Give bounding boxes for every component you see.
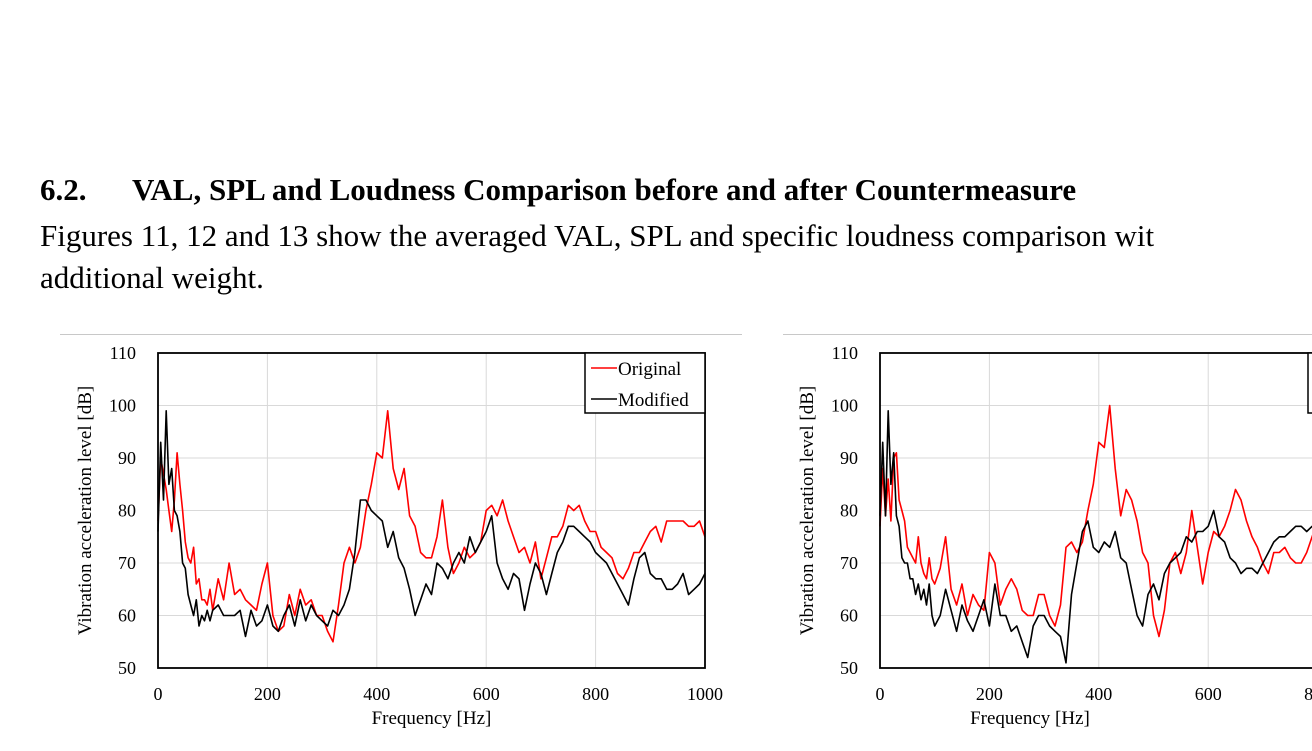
x-tick-label: 1000 — [687, 684, 723, 704]
section-number: 6.2. — [40, 172, 87, 207]
y-tick-label: 50 — [118, 658, 136, 678]
paragraph-line: additional weight. — [40, 260, 264, 295]
y-tick-label: 110 — [110, 343, 136, 363]
legend-label-original: Original — [618, 359, 681, 380]
x-tick-label: 800 — [1304, 684, 1312, 704]
y-tick-label: 80 — [118, 501, 136, 521]
legend-label-modified: Modified — [618, 390, 689, 411]
x-tick-label: 600 — [1195, 684, 1222, 704]
y-tick-label: 100 — [831, 396, 858, 416]
x-tick-label: 200 — [254, 684, 281, 704]
x-tick-label: 0 — [154, 684, 163, 704]
figure-separator — [783, 334, 1312, 335]
x-tick-label: 800 — [582, 684, 609, 704]
body-paragraph: Figures 11, 12 and 13 show the averaged … — [40, 215, 1154, 299]
x-tick-label: 400 — [363, 684, 390, 704]
x-axis-label: Frequency [Hz] — [970, 708, 1090, 729]
section-title: VAL, SPL and Loudness Comparison before … — [132, 172, 1077, 207]
series-line-original — [879, 404, 1312, 638]
paragraph-line: Figures 11, 12 and 13 show the averaged … — [40, 218, 1155, 253]
y-axis-label: Vibration acceleration level [dB] — [75, 386, 96, 635]
y-tick-label: 80 — [840, 501, 858, 521]
y-tick-label: 90 — [118, 448, 136, 468]
plot-area-frame — [879, 352, 1312, 669]
y-tick-label: 60 — [840, 606, 858, 626]
x-tick-label: 200 — [976, 684, 1003, 704]
series-line-modified — [157, 409, 706, 638]
y-tick-label: 70 — [118, 553, 136, 573]
x-tick-label: 400 — [1085, 684, 1112, 704]
x-tick-label: 0 — [876, 684, 885, 704]
legend-box — [1307, 352, 1312, 414]
series-line-original — [157, 409, 706, 643]
figure-separator — [60, 334, 742, 335]
y-tick-label: 100 — [109, 396, 136, 416]
y-axis-label: Vibration acceleration level [dB] — [797, 386, 818, 635]
x-axis-label: Frequency [Hz] — [372, 708, 492, 729]
y-tick-label: 110 — [832, 343, 858, 363]
section-heading: 6.2. VAL, SPL and Loudness Comparison bef… — [40, 172, 1076, 208]
y-tick-label: 90 — [840, 448, 858, 468]
series-line-modified — [879, 409, 1312, 664]
y-tick-label: 70 — [840, 553, 858, 573]
legend-box — [584, 352, 706, 414]
y-tick-label: 50 — [840, 658, 858, 678]
plot-area-frame — [157, 352, 706, 669]
y-tick-label: 60 — [118, 606, 136, 626]
x-tick-label: 600 — [473, 684, 500, 704]
